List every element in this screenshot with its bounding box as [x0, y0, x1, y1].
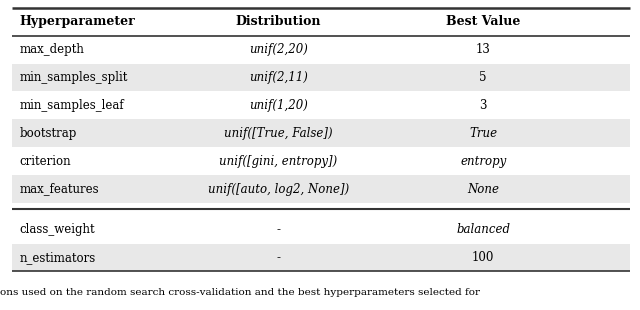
Text: True: True	[469, 127, 497, 140]
Bar	[12, 64, 630, 91]
Text: ons used on the random search cross-validation and the best hyperparameters sele: ons used on the random search cross-vali…	[0, 288, 480, 298]
Text: balanced: balanced	[456, 223, 510, 236]
Text: None: None	[467, 183, 499, 196]
Text: n_estimators: n_estimators	[19, 251, 95, 264]
Text: class_weight: class_weight	[19, 223, 95, 236]
Text: unif(2,20): unif(2,20)	[249, 43, 308, 56]
Text: 13: 13	[476, 43, 491, 56]
Text: 3: 3	[479, 99, 487, 112]
Text: criterion: criterion	[19, 155, 71, 168]
Text: min_samples_split: min_samples_split	[19, 71, 127, 84]
Text: unif(1,20): unif(1,20)	[249, 99, 308, 112]
Text: unif([gini, entropy]): unif([gini, entropy])	[220, 155, 337, 168]
Text: unif(2,11): unif(2,11)	[249, 71, 308, 84]
Text: entropy: entropy	[460, 155, 506, 168]
Text: Hyperparameter: Hyperparameter	[19, 15, 135, 28]
Text: 100: 100	[472, 251, 494, 264]
Text: max_depth: max_depth	[19, 43, 84, 56]
Text: min_samples_leaf: min_samples_leaf	[19, 99, 124, 112]
Text: 5: 5	[479, 71, 487, 84]
Text: unif([True, False]): unif([True, False])	[224, 127, 333, 140]
Bar	[12, 175, 630, 203]
Text: -: -	[276, 223, 280, 236]
Text: Distribution: Distribution	[236, 15, 321, 28]
Text: -: -	[276, 251, 280, 264]
Text: bootstrap: bootstrap	[19, 127, 77, 140]
Bar	[12, 244, 630, 272]
Text: Best Value: Best Value	[446, 15, 520, 28]
Text: unif([auto, log2, None]): unif([auto, log2, None])	[208, 183, 349, 196]
Text: max_features: max_features	[19, 183, 99, 196]
Bar	[12, 119, 630, 147]
